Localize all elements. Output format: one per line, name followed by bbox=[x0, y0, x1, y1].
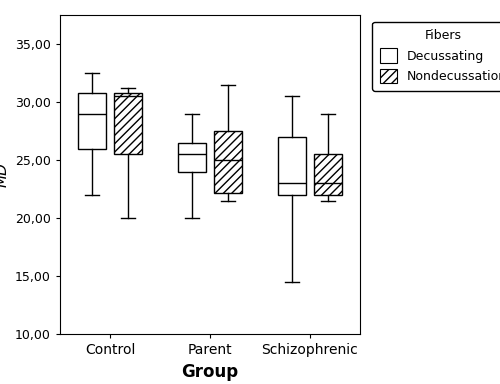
PathPatch shape bbox=[178, 143, 206, 172]
PathPatch shape bbox=[114, 93, 142, 154]
Legend: Decussating, Nondecussation: Decussating, Nondecussation bbox=[372, 22, 500, 91]
X-axis label: Group: Group bbox=[182, 362, 238, 381]
PathPatch shape bbox=[314, 154, 342, 195]
Y-axis label: MD: MD bbox=[0, 162, 10, 187]
PathPatch shape bbox=[78, 93, 106, 149]
PathPatch shape bbox=[214, 131, 242, 193]
PathPatch shape bbox=[278, 137, 306, 195]
